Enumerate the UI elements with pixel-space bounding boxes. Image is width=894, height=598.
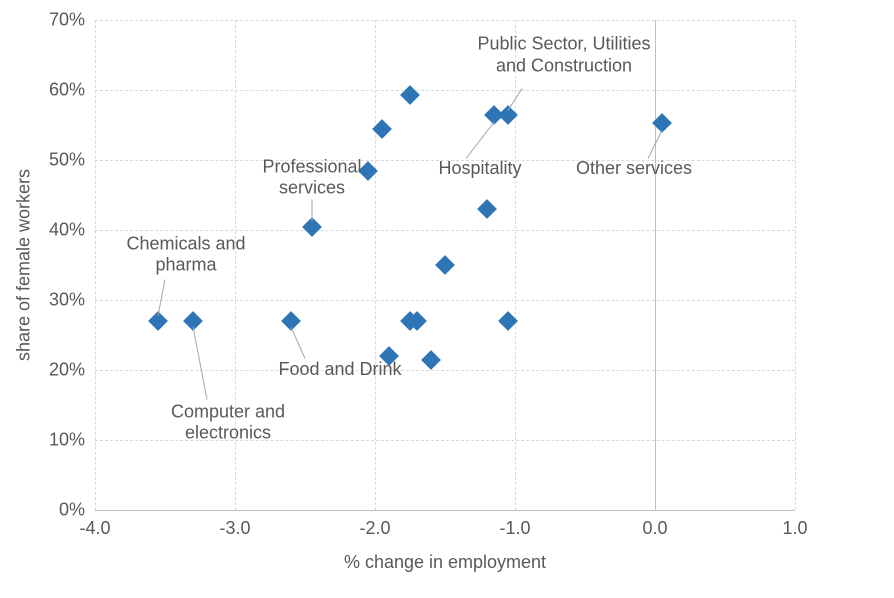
scatter-chart: share of female workers % change in empl… [0, 0, 894, 598]
y-axis-title: share of female workers [14, 169, 35, 361]
annotation-leader-line [312, 199, 313, 221]
y-tick-label: 0% [59, 500, 85, 521]
x-tick-label: -2.0 [359, 518, 390, 539]
y-tick-label: 10% [49, 430, 85, 451]
x-tick-label: 1.0 [782, 518, 807, 539]
annotation-label: Food and Drink [278, 359, 401, 381]
x-axis-title: % change in employment [344, 552, 546, 573]
y-tick-label: 40% [49, 220, 85, 241]
annotation-label: Other services [576, 158, 692, 180]
gridline-horizontal [95, 300, 795, 301]
x-tick-label: 0.0 [642, 518, 667, 539]
annotation-label: Chemicals andpharma [126, 233, 245, 276]
y-tick-label: 50% [49, 150, 85, 171]
gridline-horizontal [95, 20, 795, 21]
gridline-vertical [515, 20, 516, 510]
y-axis-zero-line [655, 20, 656, 510]
gridline-vertical [375, 20, 376, 510]
x-tick-label: -4.0 [79, 518, 110, 539]
gridline-horizontal [95, 230, 795, 231]
x-tick-label: -3.0 [219, 518, 250, 539]
annotation-label: Professionalservices [262, 156, 361, 199]
x-axis-line [95, 510, 795, 511]
y-tick-label: 30% [49, 290, 85, 311]
y-tick-label: 60% [49, 80, 85, 101]
annotation-label: Hospitality [438, 158, 521, 180]
x-tick-label: -1.0 [499, 518, 530, 539]
gridline-vertical [795, 20, 796, 510]
y-tick-label: 20% [49, 360, 85, 381]
gridline-horizontal [95, 90, 795, 91]
gridline-vertical [95, 20, 96, 510]
annotation-label: Public Sector, Utilitiesand Construction [477, 33, 650, 76]
y-tick-label: 70% [49, 10, 85, 31]
annotation-label: Computer andelectronics [171, 401, 285, 444]
